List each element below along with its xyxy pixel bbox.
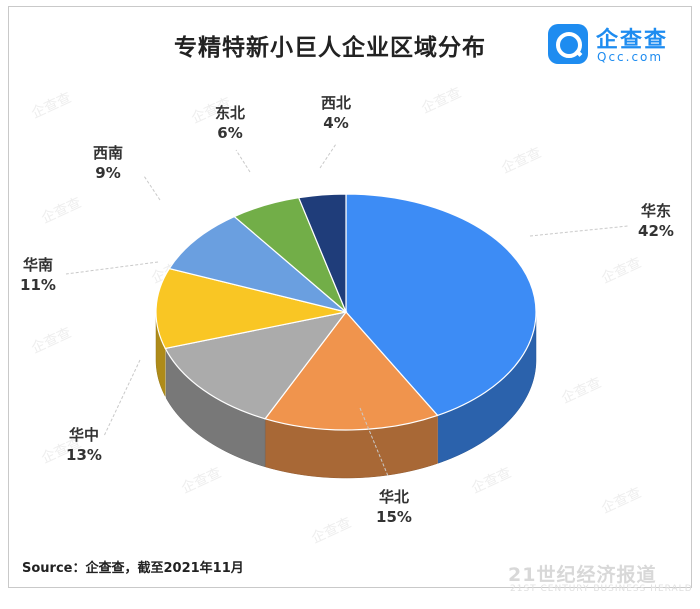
pie-slice-西北	[297, 193, 347, 313]
slice-label-name: 华中	[69, 426, 99, 444]
slice-label-name: 东北	[215, 104, 245, 122]
pie-sides	[155, 311, 537, 479]
source-note: Source：企查查，截至2021年11月	[22, 561, 244, 576]
leader-line-东北	[235, 149, 251, 173]
logo-name: 企查查	[596, 28, 669, 53]
pie-top-slices	[155, 193, 537, 431]
leader-line-华东	[529, 225, 629, 237]
slice-label-name: 华南	[23, 256, 53, 274]
slice-label-value: 6%	[217, 124, 242, 142]
leader-line-华中	[103, 359, 141, 437]
slice-label-value: 4%	[323, 114, 348, 132]
pie-slice-华南	[155, 267, 347, 350]
slice-label-value: 9%	[95, 164, 120, 182]
brand-watermark: 21世纪经济报道	[508, 564, 657, 586]
slice-label-name: 西南	[93, 144, 123, 162]
leader-lines	[65, 143, 629, 477]
qcc-logo: 企查查 Qcc.com	[548, 22, 688, 68]
leader-line-华南	[65, 261, 159, 275]
pie-slice-西南	[168, 215, 347, 313]
slice-label-value: 15%	[376, 508, 412, 526]
slice-label-value: 42%	[638, 222, 674, 240]
slice-label-name: 西北	[321, 94, 351, 112]
chart-title: 专精特新小巨人企业区域分布	[174, 35, 486, 61]
brand-watermark-sub: 21ST CENTURY BUSINESS HERALD	[510, 584, 693, 594]
leader-line-西北	[319, 143, 337, 169]
leader-line-西南	[143, 175, 161, 201]
pie-slice-华东	[345, 193, 537, 417]
slice-label-name: 华东	[641, 202, 671, 220]
pie-slice-华北	[264, 311, 439, 431]
qcc-logo-icon	[548, 24, 588, 64]
slice-labels: 华东 42% 华北 15% 华中 13% 华南 11% 西南 9% 东北 6% 西北 4%	[20, 94, 674, 526]
slice-label-value: 13%	[66, 446, 102, 464]
logo-domain: Qcc.com	[597, 50, 664, 64]
slice-label-name: 华北	[379, 488, 409, 506]
slice-label-value: 11%	[20, 276, 56, 294]
pie-slice-华中	[164, 311, 348, 420]
leader-line-华北	[359, 407, 389, 477]
